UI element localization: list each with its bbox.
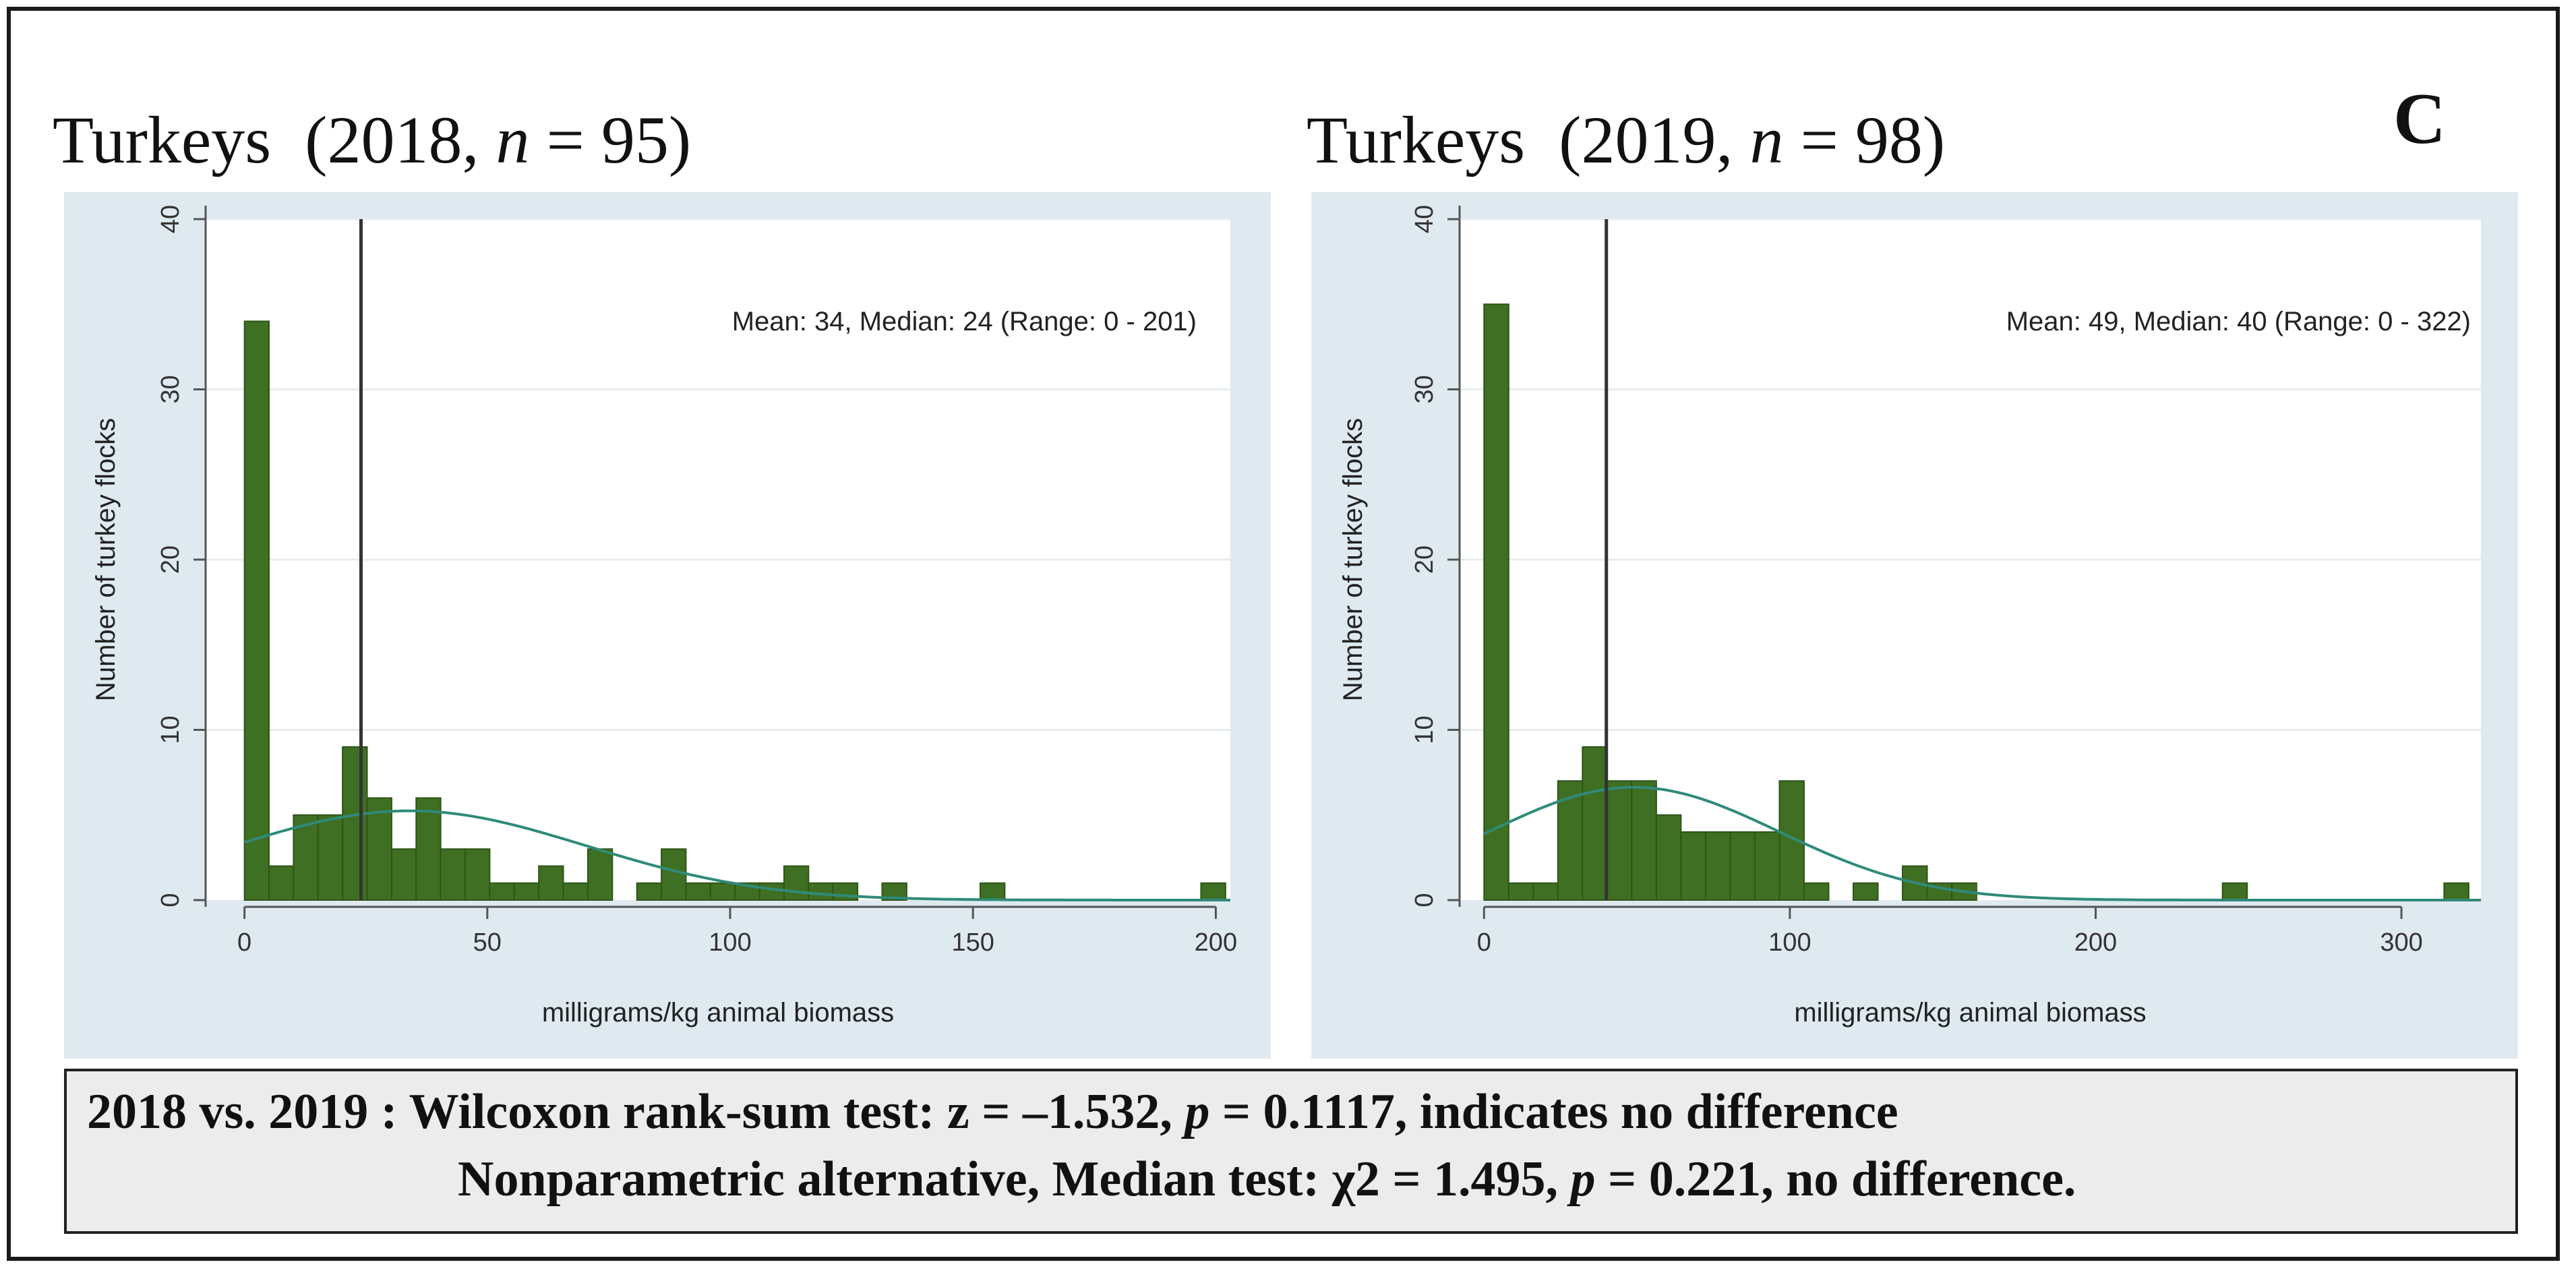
stats-line-wilcoxon: 2018 vs. 2019 : Wilcoxon rank-sum test: … xyxy=(87,1083,1898,1141)
histogram-bar xyxy=(709,882,736,901)
histogram-bar xyxy=(1729,831,1756,901)
histogram-bar xyxy=(1704,831,1731,901)
histogram-bar xyxy=(1803,882,1830,901)
histogram-bar xyxy=(440,848,467,901)
histogram-bar xyxy=(1754,831,1780,901)
median-test-text: Nonparametric alternative, Median test: … xyxy=(458,1152,1571,1207)
histogram-bar xyxy=(636,882,663,901)
histogram-bar xyxy=(513,882,540,901)
panel-title-2018: Turkeys (2018, n = 95) xyxy=(53,102,692,177)
histogram-panel-2019: 0 10 20 30 40 0 100 200 300 milligrams/kg animal … xyxy=(1311,192,2518,1059)
histogram-bar xyxy=(342,746,368,901)
title-species-2018: Turkeys xyxy=(53,102,272,177)
wilcoxon-p-symbol: p xyxy=(1185,1084,1210,1139)
y-tick-label: 10 xyxy=(1410,715,1439,744)
title-year-2019: 2019 xyxy=(1581,102,1716,177)
figure-frame xyxy=(7,7,2560,1261)
y-tick-label: 30 xyxy=(1410,375,1439,403)
y-tick-label: 30 xyxy=(156,375,185,403)
histogram-bar xyxy=(489,882,515,901)
histogram-bar xyxy=(538,865,564,901)
histogram-bar xyxy=(587,848,613,901)
x-axis-title: milligrams/kg animal biomass xyxy=(542,998,894,1028)
histogram-bar xyxy=(1507,882,1534,901)
histogram-bar xyxy=(1200,882,1226,901)
y-axis-title: Number of turkey flocks xyxy=(1338,418,1368,701)
y-tick-label: 20 xyxy=(1410,545,1439,574)
x-tick-label: 200 xyxy=(2074,928,2117,957)
summary-annotation: Mean: 34, Median: 24 (Range: 0 - 201) xyxy=(732,307,1197,336)
histogram-bar xyxy=(685,882,711,901)
histogram-bar xyxy=(243,320,270,901)
median-test-p-symbol: p xyxy=(1570,1152,1596,1207)
histogram-bar xyxy=(1853,882,1879,901)
x-tick-label: 300 xyxy=(2380,928,2422,957)
y-tick-label: 0 xyxy=(156,893,185,907)
wilcoxon-result: = 0.1117, indicates no difference xyxy=(1209,1084,1898,1139)
panel-letter: C xyxy=(2393,79,2446,159)
title-year-2018: 2018 xyxy=(327,102,462,177)
title-species-2019: Turkeys xyxy=(1307,102,1526,177)
y-tick-label: 40 xyxy=(156,205,185,233)
normal-density-curve xyxy=(244,809,1230,901)
x-axis-title: milligrams/kg animal biomass xyxy=(1794,998,2146,1028)
histogram-bar xyxy=(1680,831,1706,901)
histogram-bar xyxy=(1532,882,1559,901)
wilcoxon-text: 2018 vs. 2019 : Wilcoxon rank-sum test: … xyxy=(87,1084,1185,1139)
histogram-bar xyxy=(268,865,295,901)
x-tick-label: 100 xyxy=(1768,928,1811,957)
histogram-bar xyxy=(661,848,687,901)
histogram-bar xyxy=(2443,882,2469,901)
y-tick-label: 10 xyxy=(156,715,185,744)
y-tick-label: 0 xyxy=(1410,893,1439,907)
histogram-bar xyxy=(415,797,442,901)
histogram-panel-2018: 0 10 20 30 40 0 50 100 150 200 milligrams/kg anima… xyxy=(64,192,1271,1059)
histogram-bar xyxy=(758,882,785,901)
median-test-result: = 0.221, no difference. xyxy=(1595,1152,2076,1207)
histogram-bar xyxy=(783,865,810,901)
y-tick-label: 40 xyxy=(1410,205,1439,233)
histogram-bar xyxy=(2221,882,2248,901)
x-tick-label: 0 xyxy=(237,928,251,957)
histogram-bar xyxy=(390,848,417,901)
histogram-bar xyxy=(808,882,834,901)
title-n-2018: 95 xyxy=(601,102,669,177)
normal-density-curve xyxy=(1483,785,2481,901)
histogram-bar xyxy=(465,848,491,901)
histogram-bar xyxy=(1582,746,1608,901)
histogram-bar xyxy=(317,814,344,901)
summary-annotation: Mean: 49, Median: 40 (Range: 0 - 322) xyxy=(2006,307,2471,336)
histogram-bar xyxy=(1631,780,1657,901)
panel-title-2019: Turkeys (2019, n = 98) xyxy=(1307,102,1946,177)
x-tick-label: 150 xyxy=(951,928,994,957)
x-tick-label: 0 xyxy=(1477,928,1491,957)
y-axis-title: Number of turkey flocks xyxy=(91,418,121,701)
stats-line-median-test: Nonparametric alternative, Median test: … xyxy=(458,1151,2076,1208)
x-tick-label: 50 xyxy=(473,928,502,957)
x-tick-label: 100 xyxy=(709,928,751,957)
histogram-bar xyxy=(980,882,1006,901)
histogram-bar xyxy=(1606,780,1633,901)
stats-box: 2018 vs. 2019 : Wilcoxon rank-sum test: … xyxy=(64,1069,2518,1234)
histogram-bar xyxy=(1483,303,1509,901)
histogram-bar xyxy=(562,882,589,901)
histogram-bar xyxy=(1655,814,1682,901)
y-tick-label: 20 xyxy=(156,545,185,574)
title-n-2019: 98 xyxy=(1855,102,1923,177)
x-tick-label: 200 xyxy=(1195,928,1237,957)
